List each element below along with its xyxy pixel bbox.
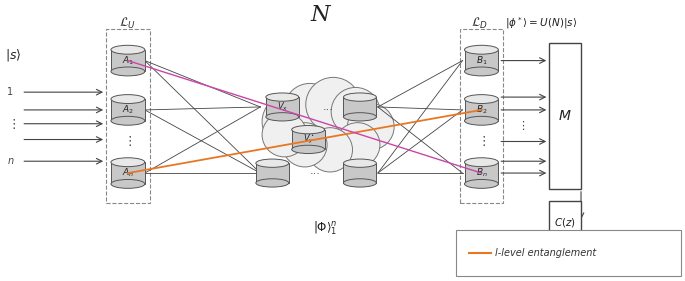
Polygon shape xyxy=(292,130,325,149)
Ellipse shape xyxy=(111,180,145,188)
Polygon shape xyxy=(266,97,299,117)
Text: $|\phi^*\rangle = U(N)|s\rangle$: $|\phi^*\rangle = U(N)|s\rangle$ xyxy=(506,15,577,31)
Circle shape xyxy=(282,123,327,167)
Ellipse shape xyxy=(292,145,325,153)
Ellipse shape xyxy=(292,126,325,134)
Text: $M$: $M$ xyxy=(558,109,572,123)
Ellipse shape xyxy=(256,179,288,187)
Polygon shape xyxy=(464,99,499,121)
FancyBboxPatch shape xyxy=(549,201,581,244)
Ellipse shape xyxy=(343,93,376,101)
Text: $\vdots$: $\vdots$ xyxy=(517,119,525,132)
Text: l-level entanglement: l-level entanglement xyxy=(495,248,597,258)
Polygon shape xyxy=(111,99,145,121)
Ellipse shape xyxy=(464,180,499,188)
Polygon shape xyxy=(111,50,145,71)
Circle shape xyxy=(335,123,380,167)
Text: $A_n$: $A_n$ xyxy=(122,167,134,179)
Text: $\vdots$: $\vdots$ xyxy=(306,125,314,138)
Text: $B_2$: $B_2$ xyxy=(475,104,487,116)
Ellipse shape xyxy=(343,159,376,167)
Text: $B_n$: $B_n$ xyxy=(475,167,487,179)
FancyBboxPatch shape xyxy=(456,230,681,276)
Text: $\mathcal{L}_D$: $\mathcal{L}_D$ xyxy=(471,15,488,31)
Circle shape xyxy=(308,128,353,172)
Text: $C(z)$: $C(z)$ xyxy=(554,216,576,229)
Text: $B_1$: $B_1$ xyxy=(475,54,487,67)
Ellipse shape xyxy=(464,116,499,125)
Polygon shape xyxy=(111,162,145,184)
Circle shape xyxy=(284,83,335,134)
Circle shape xyxy=(347,103,394,150)
Ellipse shape xyxy=(343,113,376,121)
Text: $\vdots$: $\vdots$ xyxy=(8,117,16,131)
Text: ...: ... xyxy=(310,166,321,176)
Ellipse shape xyxy=(266,93,299,101)
Polygon shape xyxy=(464,162,499,184)
Ellipse shape xyxy=(464,158,499,167)
Text: $\vdots$: $\vdots$ xyxy=(477,135,486,148)
Text: $A_2$: $A_2$ xyxy=(122,104,134,116)
Ellipse shape xyxy=(343,179,376,187)
Polygon shape xyxy=(464,50,499,71)
Text: $n$: $n$ xyxy=(8,156,15,166)
Circle shape xyxy=(306,77,360,132)
Polygon shape xyxy=(343,97,376,117)
Text: $|s\rangle$: $|s\rangle$ xyxy=(5,47,22,63)
Polygon shape xyxy=(343,163,376,183)
Ellipse shape xyxy=(111,158,145,167)
Polygon shape xyxy=(256,163,288,183)
Text: $V_x$: $V_x$ xyxy=(277,101,288,113)
Text: $A_1$: $A_1$ xyxy=(122,54,134,67)
Text: $\vdots$: $\vdots$ xyxy=(123,135,132,148)
Text: $|\Phi\rangle_1^n$: $|\Phi\rangle_1^n$ xyxy=(313,219,338,237)
Ellipse shape xyxy=(111,67,145,76)
Text: $V_y$: $V_y$ xyxy=(303,133,314,146)
Circle shape xyxy=(331,87,380,136)
Ellipse shape xyxy=(464,67,499,76)
Ellipse shape xyxy=(111,116,145,125)
Ellipse shape xyxy=(111,95,145,103)
Text: $\mathcal{L}_U$: $\mathcal{L}_U$ xyxy=(119,15,136,31)
Ellipse shape xyxy=(111,45,145,54)
Ellipse shape xyxy=(256,159,288,167)
Circle shape xyxy=(262,94,317,149)
Circle shape xyxy=(262,113,307,157)
Ellipse shape xyxy=(464,95,499,103)
FancyBboxPatch shape xyxy=(549,43,581,189)
Text: ...: ... xyxy=(323,102,334,112)
Text: 1: 1 xyxy=(8,87,14,97)
Ellipse shape xyxy=(266,113,299,121)
Text: N: N xyxy=(310,4,330,26)
Ellipse shape xyxy=(464,45,499,54)
